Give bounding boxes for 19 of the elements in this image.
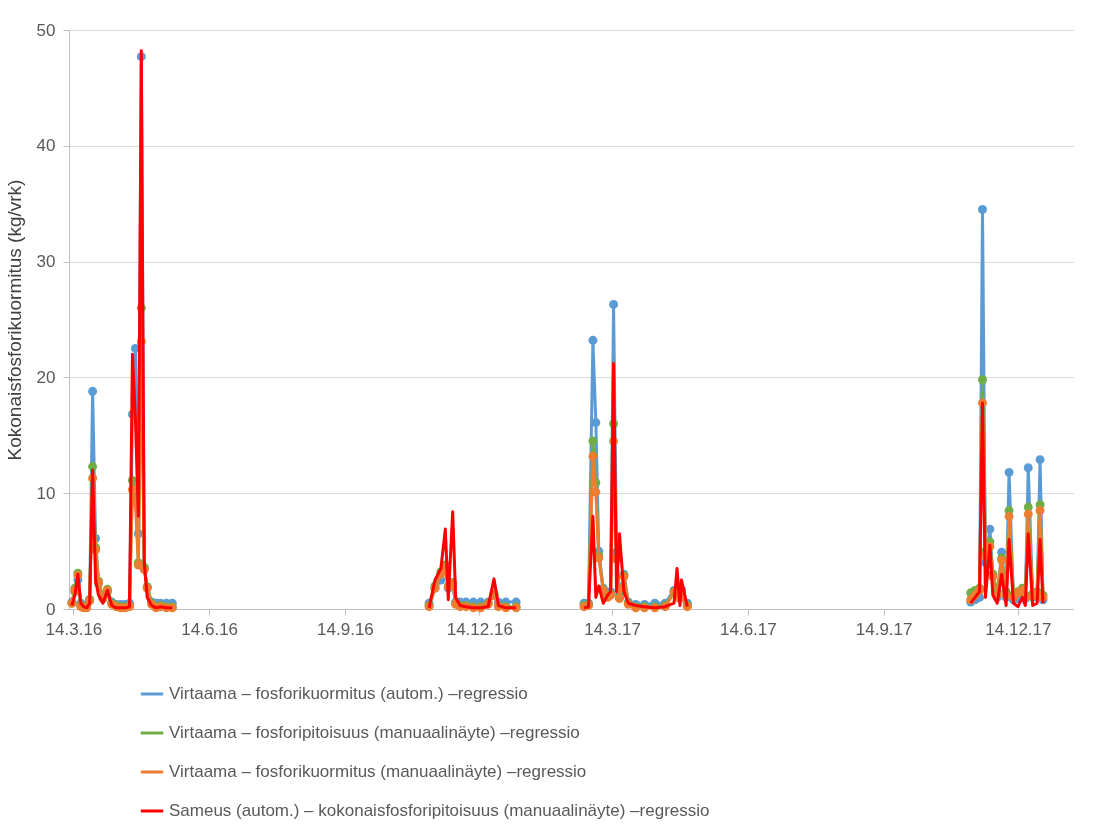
legend-label: Virtaama – fosforipitoisuus (manuaalinäyte) –regressio: [169, 723, 580, 742]
x-tick-label: 14.9.17: [855, 619, 913, 639]
legend-label: Virtaama – fosforikuormitus (manuaalinäyte) –regressio: [169, 762, 587, 781]
x-tick-label: 14.3.16: [45, 619, 103, 639]
x-tick-label: 14.6.17: [719, 619, 777, 639]
x-tick-label: 14.3.17: [584, 619, 641, 639]
y-tick-label: 0: [46, 599, 56, 619]
x-tick-label: 14.12.16: [446, 619, 513, 639]
y-tick-label: 40: [36, 136, 56, 156]
y-tick-label: 10: [36, 483, 56, 503]
y-axis-title: Kokonaisfosforikuormitus (kg/vrk): [3, 179, 25, 461]
y-tick-label: 30: [36, 252, 56, 272]
x-tick-label: 14.9.16: [317, 619, 374, 639]
y-tick-label: 50: [36, 20, 56, 40]
legend-label: Virtaama – fosforikuormitus (autom.) –regressio: [169, 684, 528, 703]
x-tick-label: 14.12.17: [985, 619, 1052, 639]
x-tick-label: 14.6.16: [181, 619, 239, 639]
y-tick-label: 20: [36, 367, 56, 387]
legend-label: Sameus (autom.) – kokonaisfosforipitoisuus (manuaalinäyte) –regressio: [169, 801, 710, 820]
